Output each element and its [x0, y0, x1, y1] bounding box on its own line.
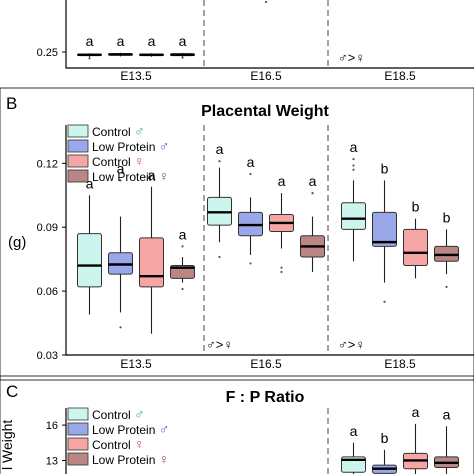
panel-a-significance-letter: a [86, 33, 94, 49]
panel-b-significance-letter: b [412, 199, 420, 215]
panel-b-legend-key [67, 124, 89, 138]
panel-a-xtick-label: E13.5 [120, 69, 152, 83]
panel-b-legend-label: Low Protein ♀ [92, 168, 169, 184]
panel-c-ytick-label: 13 [46, 455, 58, 467]
panel-b-outlier [119, 326, 122, 329]
panel-c-significance-letter: a [350, 423, 358, 439]
panel-a: a a a a ♂>♀ 0.25 E13.5 E16.5 E18.5 [37, 0, 474, 83]
panel-c-legend-key [67, 452, 89, 466]
panel-b-outlier [383, 300, 386, 303]
panel-b-outlier [181, 287, 184, 291]
panel-b-xtick-label: E13.5 [120, 357, 152, 371]
panel-b-sex-difference-label: ♂>♀ [338, 337, 365, 352]
panel-b-outlier [249, 262, 252, 265]
panel-c-legend-label: Control ♀ [92, 436, 145, 452]
panel-a-outlier [88, 57, 91, 60]
panel-a-xtick-label: E16.5 [250, 69, 282, 83]
panel-b-outlier [445, 285, 448, 288]
panel-a-outlier [264, 0, 268, 4]
panel-b-legend-label: Control ♀ [92, 153, 145, 169]
panel-b-outlier [352, 164, 355, 167]
panel-b-xtick-label: E16.5 [250, 357, 282, 371]
panel-c-legend-label: Low Protein ♂ [92, 421, 169, 437]
panel-c-letter: C [6, 382, 18, 401]
panel-b-significance-letter: a [86, 175, 94, 191]
panel-b-frame [0, 87, 474, 381]
panel-a-axes [65, 0, 474, 69]
panel-b-box [139, 237, 164, 288]
panel-a-significance-letter: a [179, 33, 187, 49]
panel-b-legend-key [67, 154, 89, 168]
panel-b-xtick-label: E18.5 [384, 357, 416, 371]
panel-b-significance-letter: a [350, 139, 358, 155]
panel-b-outlier [218, 160, 221, 163]
panel-b-ytick-label: 0.12 [37, 158, 58, 170]
panel-c-legend-label: Low Protein ♀ [92, 451, 169, 467]
panel-b-significance-letter: a [216, 141, 224, 157]
panel-b-outlier [181, 245, 184, 248]
panel-c-legend-key [67, 422, 89, 436]
panel-c-legend-label: Control ♂ [92, 406, 145, 422]
panel-b-significance-letter: a [278, 173, 286, 189]
panel-b-box [341, 202, 366, 230]
panel-b-outlier [311, 192, 314, 195]
panel-b-legend-label: Control ♂ [92, 123, 145, 139]
panel-b-significance-letter: a [117, 160, 125, 176]
panel-b: B Placental Weight (g) a a a a a a a a a b b b ♂>♀ ♂>… [0, 87, 474, 381]
panel-a-significance-letter: a [117, 33, 125, 49]
panel-a-xtick-label: E18.5 [384, 69, 416, 83]
panel-b-box [403, 228, 428, 267]
panel-b-significance-letter: a [247, 154, 255, 170]
panel-b-ytick-label: 0.03 [37, 350, 58, 362]
panel-b-outlier [352, 168, 355, 171]
panel-b-legend-key [67, 139, 89, 153]
panel-b-ylabel: (g) [8, 234, 26, 251]
panel-b-ytick-label: 0.09 [37, 222, 58, 234]
panel-b-outlier [119, 179, 122, 182]
panel-b-legend-label: Low Protein ♂ [92, 138, 169, 154]
panel-a-significance-letter: a [148, 33, 156, 49]
panel-b-significance-letter: a [309, 173, 317, 189]
panel-b-significance-letter: b [443, 209, 451, 225]
panel-a-outlier [181, 56, 184, 59]
panel-a-sex-difference-label: ♂>♀ [338, 50, 365, 65]
panel-c-legend-key [67, 407, 89, 421]
panel-b-box [372, 211, 397, 247]
panel-b-outlier [280, 266, 283, 269]
panel-b-box [77, 233, 102, 288]
panel-c-title: F : P Ratio [226, 389, 305, 406]
panel-c-legend-key [67, 437, 89, 451]
panel-c-ylabel: l Weight [0, 420, 15, 470]
panel-c-ytick-label: 16 [46, 420, 58, 432]
panel-b-title: Placental Weight [201, 103, 329, 120]
panel-c-significance-letter: b [381, 430, 389, 446]
panel-c: C F : P Ratio l Weight a b a a 13 16 Control… [0, 375, 474, 474]
panel-c-significance-letter: a [412, 404, 420, 420]
panel-b-sex-difference-label: ♂>♀ [206, 337, 233, 352]
panel-c-frame [0, 375, 474, 474]
panel-c-significance-letter: a [443, 406, 451, 422]
panel-b-significance-letter: a [148, 167, 156, 183]
panel-b-outlier [280, 270, 283, 274]
panel-a-ytick-label: 0.25 [37, 47, 58, 59]
panel-b-outlier [352, 157, 355, 161]
panel-b-outlier [218, 255, 221, 259]
panel-b-letter: B [6, 94, 17, 113]
panel-b-significance-letter: b [381, 160, 389, 176]
panel-b-legend-key [67, 169, 89, 183]
panel-b-significance-letter: a [179, 226, 187, 242]
panel-b-ytick-label: 0.06 [37, 286, 58, 298]
panel-b-outlier [249, 172, 252, 176]
